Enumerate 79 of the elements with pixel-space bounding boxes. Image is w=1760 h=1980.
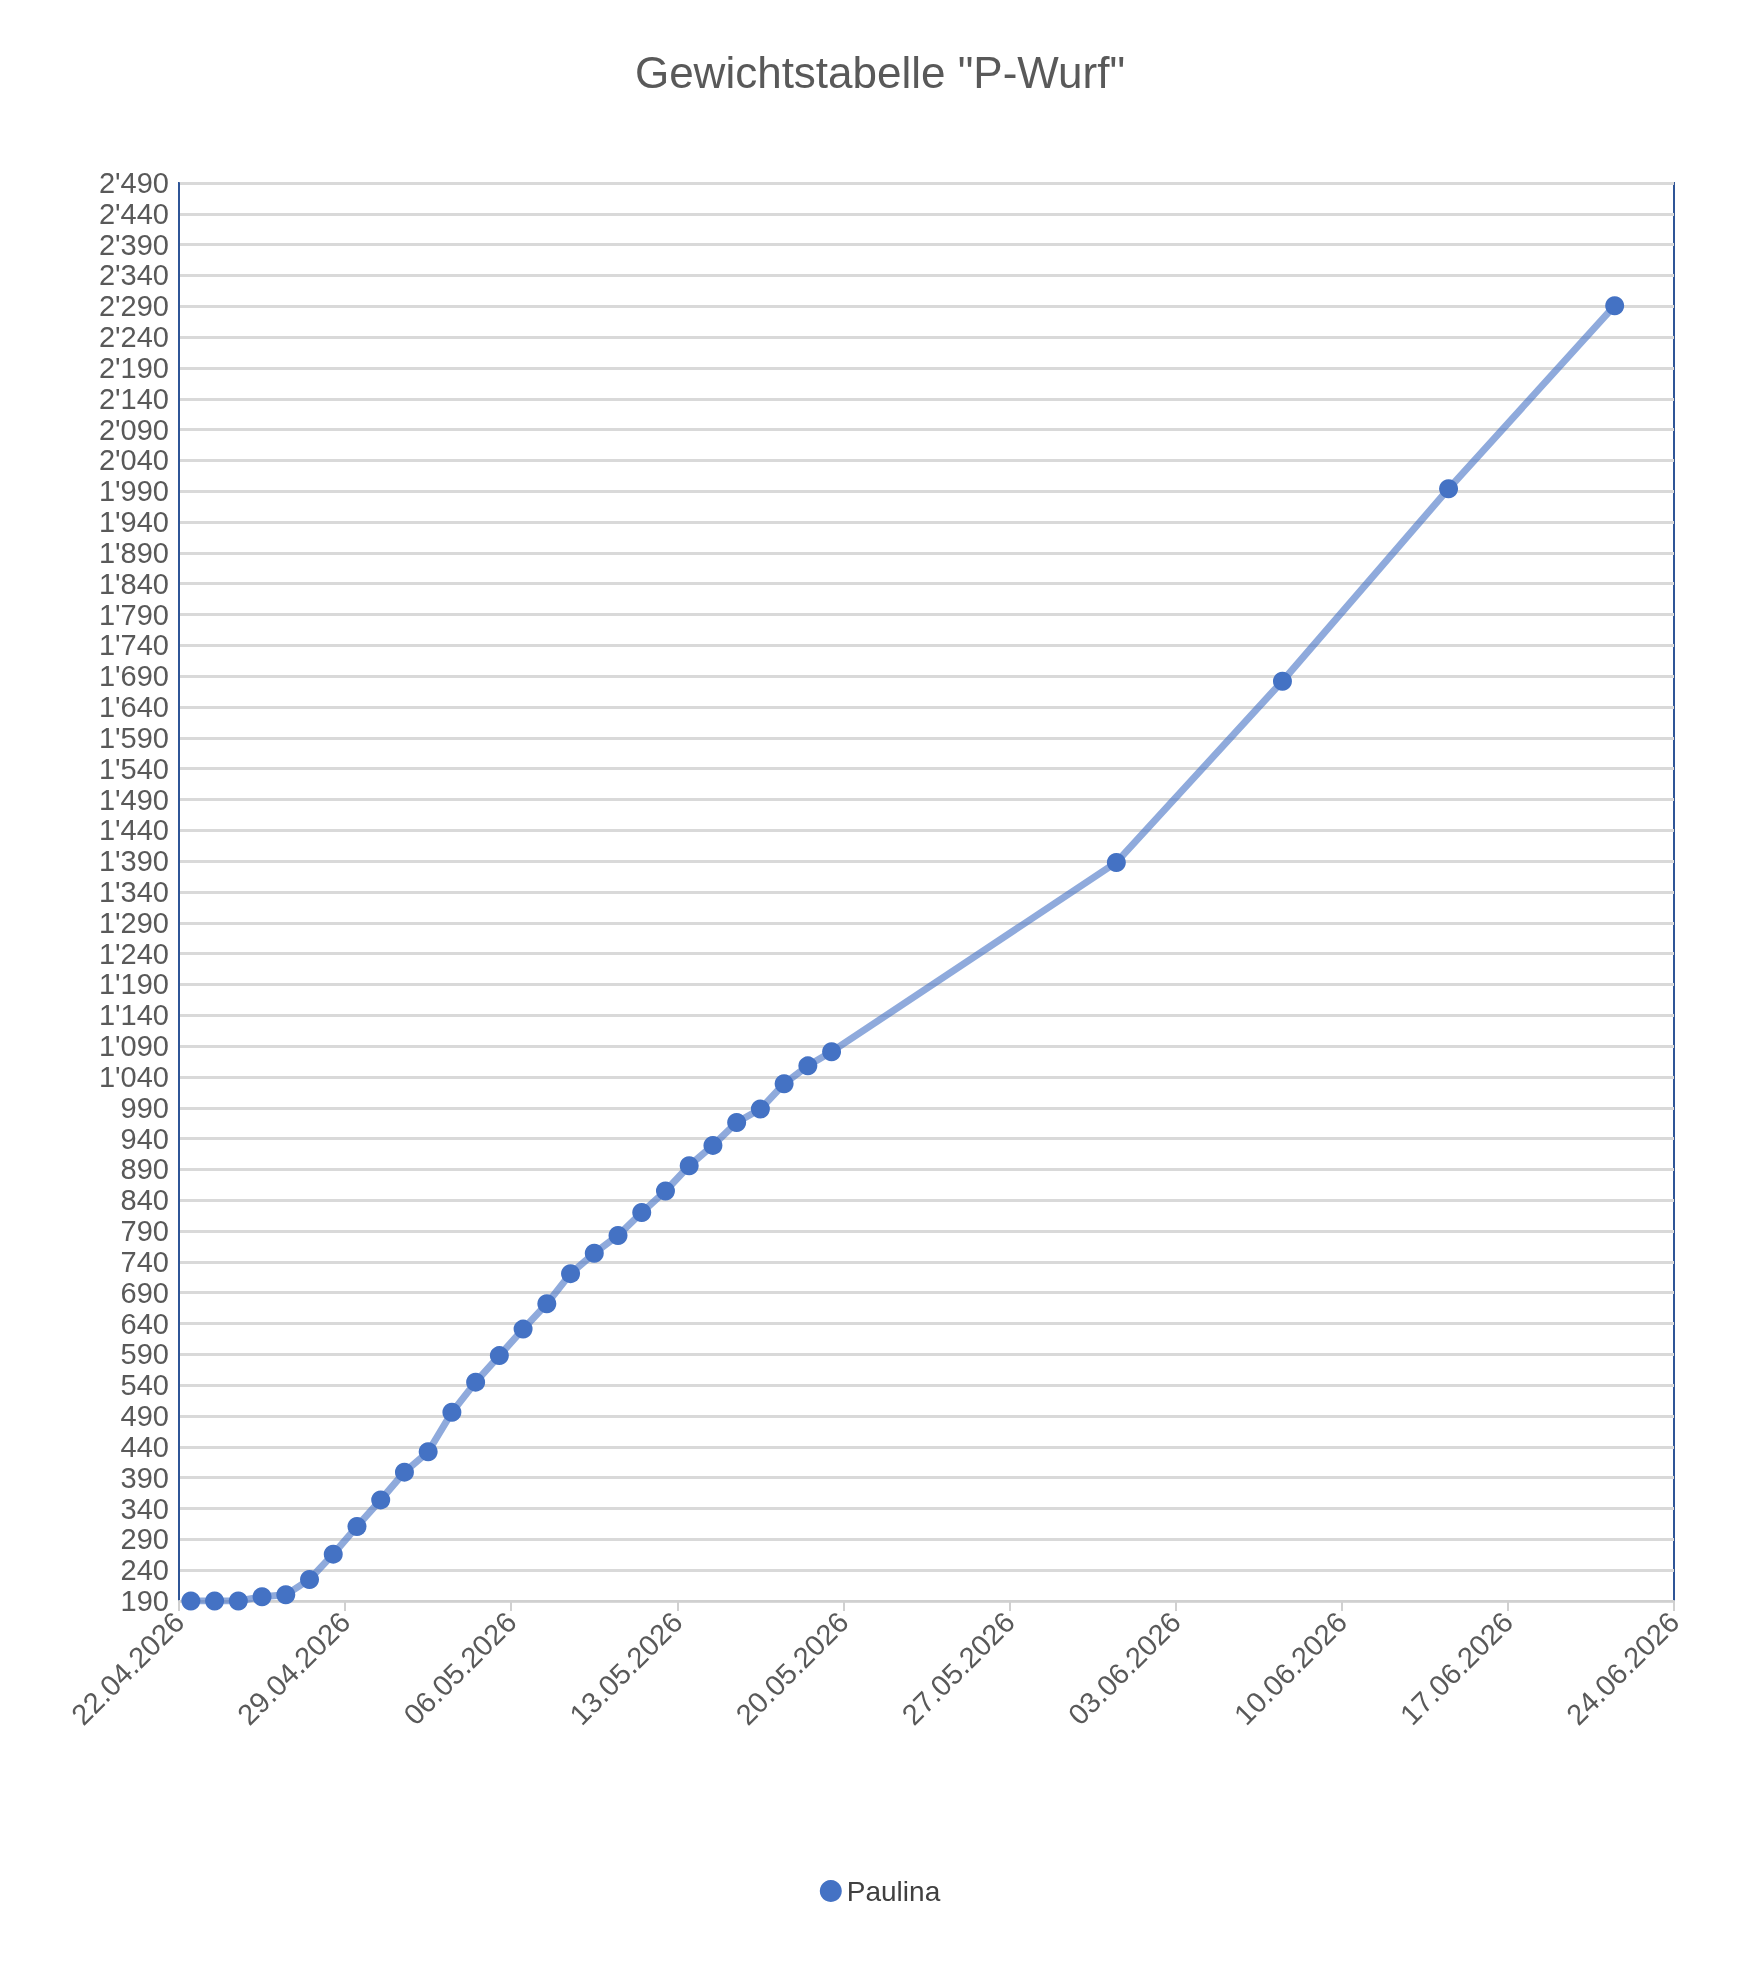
- y-tick-label: 940: [120, 1122, 169, 1155]
- point: [703, 1135, 723, 1155]
- y-tick-label: 2'440: [98, 197, 169, 230]
- point: [513, 1319, 533, 1339]
- y-tick-label: 1'790: [98, 598, 169, 631]
- point: [489, 1346, 509, 1366]
- point: [300, 1569, 320, 1589]
- point: [1439, 479, 1459, 499]
- y-tick-label: 640: [120, 1307, 169, 1340]
- point: [655, 1181, 675, 1201]
- y-tick-label: 1'090: [98, 1030, 169, 1063]
- point: [537, 1294, 557, 1314]
- point: [466, 1372, 486, 1392]
- y-tick-label: 1'940: [98, 506, 169, 539]
- point: [252, 1587, 272, 1607]
- y-tick-label: 590: [120, 1338, 169, 1371]
- y-tick-label: 890: [120, 1153, 169, 1186]
- y-tick-label: 1'240: [98, 937, 169, 970]
- point: [228, 1591, 248, 1611]
- y-tick-label: 1'040: [98, 1060, 169, 1093]
- y-tick-label: 2'490: [98, 167, 169, 199]
- y-tick-label: 690: [120, 1276, 169, 1309]
- y-tick-label: 440: [120, 1430, 169, 1463]
- point: [750, 1099, 770, 1119]
- y-tick-label: 2'040: [98, 444, 169, 477]
- point: [608, 1225, 628, 1245]
- y-tick-label: 2'390: [98, 228, 169, 261]
- y-tick-label: 1'140: [98, 999, 169, 1032]
- point: [632, 1203, 652, 1223]
- point: [276, 1585, 296, 1605]
- point: [584, 1243, 604, 1263]
- y-tick-label: 340: [120, 1492, 169, 1525]
- y-tick-label: 740: [120, 1245, 169, 1278]
- y-tick-label: 2'140: [98, 382, 169, 415]
- point: [418, 1442, 438, 1462]
- y-tick-label: 2'090: [98, 413, 169, 446]
- y-tick-label: 1'990: [98, 475, 169, 508]
- y-tick-label: 540: [120, 1369, 169, 1402]
- y-tick-label: 390: [120, 1461, 169, 1494]
- y-tick-label: 2'240: [98, 321, 169, 354]
- y-tick-label: 1'290: [98, 906, 169, 939]
- point: [1272, 671, 1292, 691]
- point: [1106, 852, 1126, 872]
- point: [774, 1074, 794, 1094]
- y-tick-label: 840: [120, 1184, 169, 1217]
- y-tick-label: 490: [120, 1400, 169, 1433]
- y-tick-label: 1'390: [98, 845, 169, 878]
- y-tick-label: 290: [120, 1523, 169, 1556]
- point: [1605, 296, 1625, 316]
- y-tick-label: 1'740: [98, 629, 169, 662]
- chart-title: Gewichtstabelle "P-Wurf": [634, 47, 1126, 97]
- point: [561, 1264, 581, 1284]
- y-tick-label: 990: [120, 1091, 169, 1124]
- point: [727, 1113, 747, 1133]
- y-tick-label: 1'590: [98, 721, 169, 754]
- y-tick-label: 1'540: [98, 752, 169, 785]
- y-tick-label: 2'340: [98, 259, 169, 292]
- point: [205, 1591, 225, 1611]
- y-tick-label: 240: [120, 1554, 169, 1587]
- point: [442, 1402, 462, 1422]
- point: [371, 1490, 391, 1510]
- y-tick-label: 1'890: [98, 536, 169, 569]
- y-tick-label: 1'840: [98, 567, 169, 600]
- legend-label: Paulina: [846, 1875, 941, 1907]
- point: [323, 1544, 343, 1564]
- y-tick-label: 2'190: [98, 351, 169, 384]
- y-tick-label: 2'290: [98, 290, 169, 323]
- y-tick-label: 790: [120, 1215, 169, 1248]
- point: [347, 1516, 367, 1536]
- y-tick-label: 1'440: [98, 814, 169, 847]
- point: [798, 1056, 818, 1076]
- point: [679, 1156, 699, 1176]
- point: [822, 1042, 842, 1062]
- y-tick-label: 1'690: [98, 660, 169, 693]
- y-tick-label: 1'490: [98, 783, 169, 816]
- y-tick-label: 1'340: [98, 876, 169, 908]
- point: [394, 1462, 414, 1482]
- y-tick-label: 1'190: [98, 968, 169, 1001]
- y-tick-label: 1'640: [98, 691, 169, 724]
